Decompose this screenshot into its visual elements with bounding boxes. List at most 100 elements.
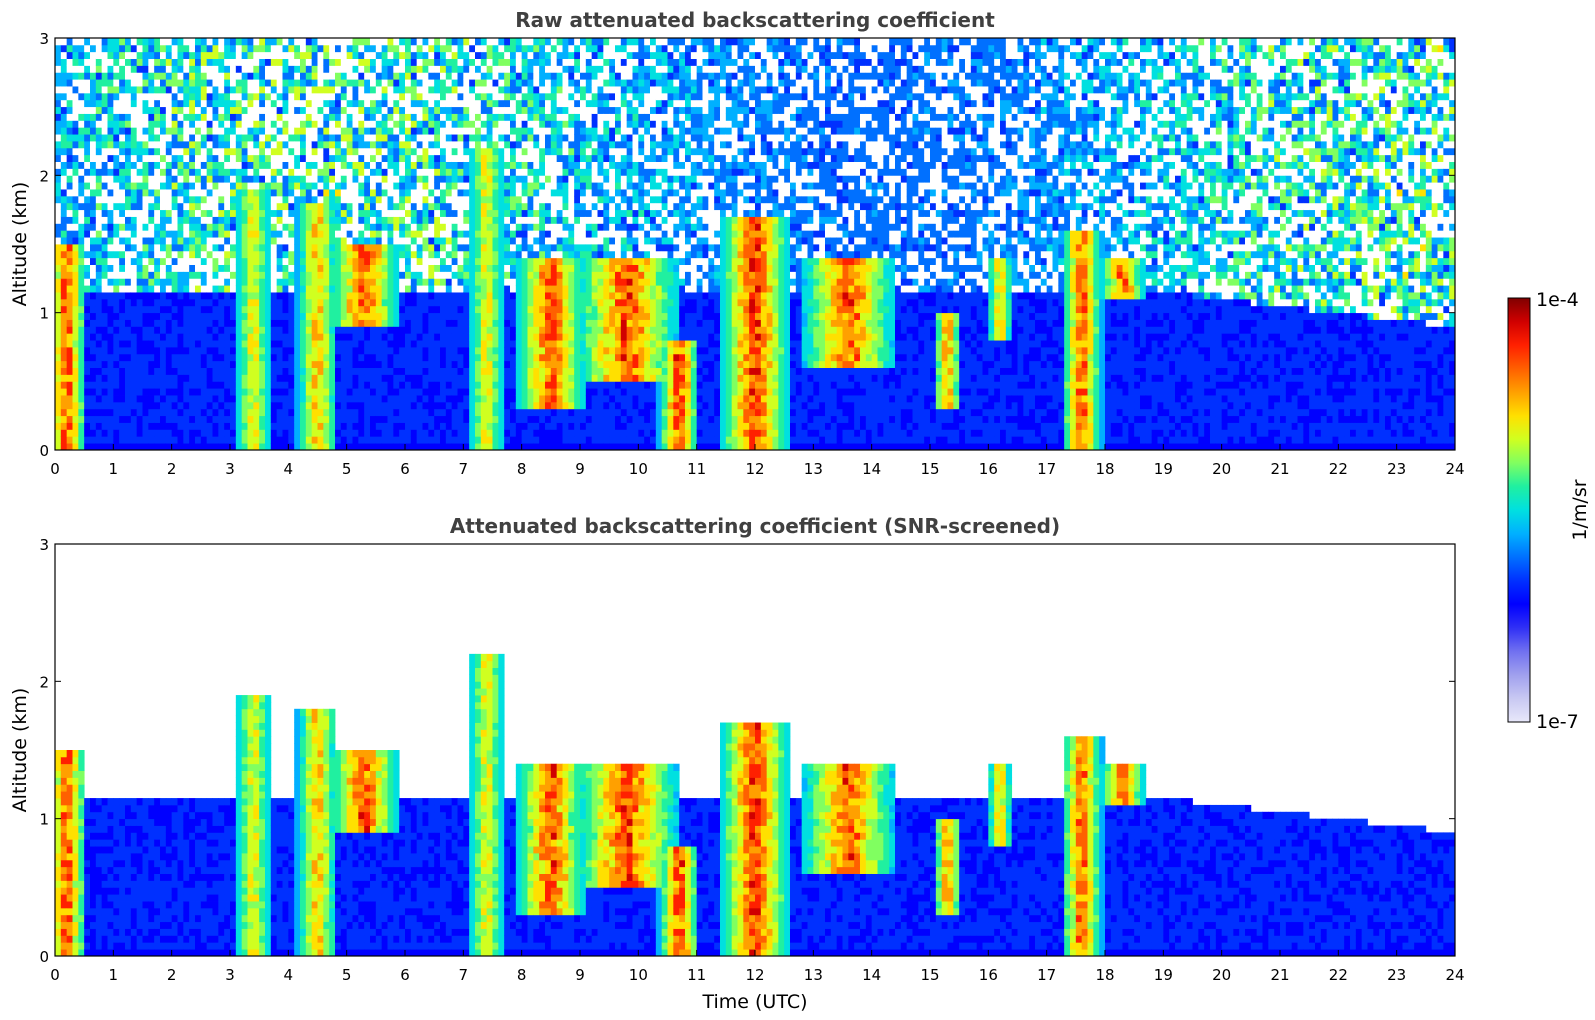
heatmap-cell — [382, 210, 388, 217]
heatmap-cell — [469, 271, 475, 278]
heatmap-cell — [108, 210, 114, 217]
heatmap-cell — [90, 114, 96, 121]
heatmap-cell — [428, 326, 434, 333]
heatmap-cell — [218, 134, 224, 141]
heatmap-cell — [294, 278, 300, 285]
heatmap-cell — [166, 38, 172, 45]
heatmap-cell — [201, 313, 207, 320]
heatmap-cell — [294, 182, 300, 189]
heatmap-cell — [154, 340, 160, 347]
heatmap-cell — [113, 368, 119, 375]
heatmap-cell — [283, 278, 289, 285]
heatmap-cell — [143, 251, 149, 258]
heatmap-cell — [172, 223, 178, 230]
heatmap-cell — [493, 189, 499, 196]
heatmap-cell — [423, 333, 429, 340]
heatmap-cell — [131, 120, 137, 127]
heatmap-cell — [78, 409, 84, 416]
heatmap-cell — [434, 340, 440, 347]
heatmap-cell — [323, 271, 329, 278]
heatmap-cell — [248, 210, 254, 217]
heatmap-cell — [335, 93, 341, 100]
heatmap-cell — [487, 189, 493, 196]
heatmap-cell — [353, 237, 359, 244]
heatmap-cell — [475, 271, 481, 278]
heatmap-cell — [481, 237, 487, 244]
heatmap-cell — [504, 100, 510, 107]
heatmap-cell — [446, 320, 452, 327]
heatmap-cell — [428, 443, 434, 450]
heatmap-cell — [55, 423, 61, 430]
heatmap-cell — [434, 114, 440, 121]
heatmap-cell — [253, 265, 259, 272]
heatmap-cell — [265, 148, 271, 155]
heatmap-cell — [96, 127, 102, 134]
heatmap-cell — [329, 175, 335, 182]
heatmap-cell — [283, 93, 289, 100]
heatmap-cell — [259, 374, 265, 381]
heatmap-cell — [113, 45, 119, 52]
heatmap-cell — [446, 251, 452, 258]
heatmap-cell — [411, 306, 417, 313]
heatmap-cell — [417, 203, 423, 210]
heatmap-cell — [487, 258, 493, 265]
heatmap-cell — [288, 45, 294, 52]
heatmap-cell — [67, 65, 73, 72]
heatmap-cell — [411, 127, 417, 134]
heatmap-cell — [218, 86, 224, 93]
heatmap-cell — [370, 86, 376, 93]
heatmap-cell — [405, 320, 411, 327]
heatmap-cell — [376, 59, 382, 66]
heatmap-cell — [67, 368, 73, 375]
heatmap-cell — [113, 182, 119, 189]
heatmap-cell — [300, 409, 306, 416]
heatmap-cell — [440, 45, 446, 52]
heatmap-cell — [201, 182, 207, 189]
heatmap-cell — [125, 175, 131, 182]
heatmap-cell — [242, 271, 248, 278]
heatmap-cell — [393, 265, 399, 272]
heatmap-cell — [487, 134, 493, 141]
heatmap-cell — [358, 107, 364, 114]
heatmap-cell — [265, 45, 271, 52]
heatmap-cell — [399, 436, 405, 443]
heatmap-cell — [55, 368, 61, 375]
heatmap-cell — [265, 189, 271, 196]
heatmap-cell — [218, 368, 224, 375]
heatmap-cell — [528, 52, 534, 59]
heatmap-cell — [236, 45, 242, 52]
heatmap-cell — [463, 388, 469, 395]
heatmap-cell — [195, 320, 201, 327]
heatmap-cell — [131, 210, 137, 217]
heatmap-cell — [516, 374, 522, 381]
heatmap-cell — [248, 381, 254, 388]
heatmap-cell — [55, 100, 61, 107]
heatmap-cell — [201, 395, 207, 402]
heatmap-cell — [533, 148, 539, 155]
heatmap-cell — [388, 402, 394, 409]
heatmap-cell — [428, 320, 434, 327]
heatmap-cell — [347, 306, 353, 313]
heatmap-cell — [370, 299, 376, 306]
heatmap-cell — [242, 52, 248, 59]
heatmap-cell — [73, 175, 79, 182]
heatmap-cell — [143, 210, 149, 217]
heatmap-cell — [335, 251, 341, 258]
heatmap-cell — [248, 196, 254, 203]
heatmap-cell — [90, 354, 96, 361]
heatmap-cell — [335, 258, 341, 265]
heatmap-cell — [370, 182, 376, 189]
heatmap-cell — [522, 368, 528, 375]
heatmap-cell — [487, 443, 493, 450]
heatmap-cell — [458, 347, 464, 354]
heatmap-cell — [347, 374, 353, 381]
heatmap-cell — [423, 388, 429, 395]
heatmap-cell — [364, 292, 370, 299]
heatmap-cell — [294, 443, 300, 450]
heatmap-cell — [428, 162, 434, 169]
heatmap-cell — [458, 182, 464, 189]
heatmap-cell — [78, 285, 84, 292]
heatmap-cell — [335, 320, 341, 327]
heatmap-cell — [370, 141, 376, 148]
heatmap-cell — [434, 354, 440, 361]
